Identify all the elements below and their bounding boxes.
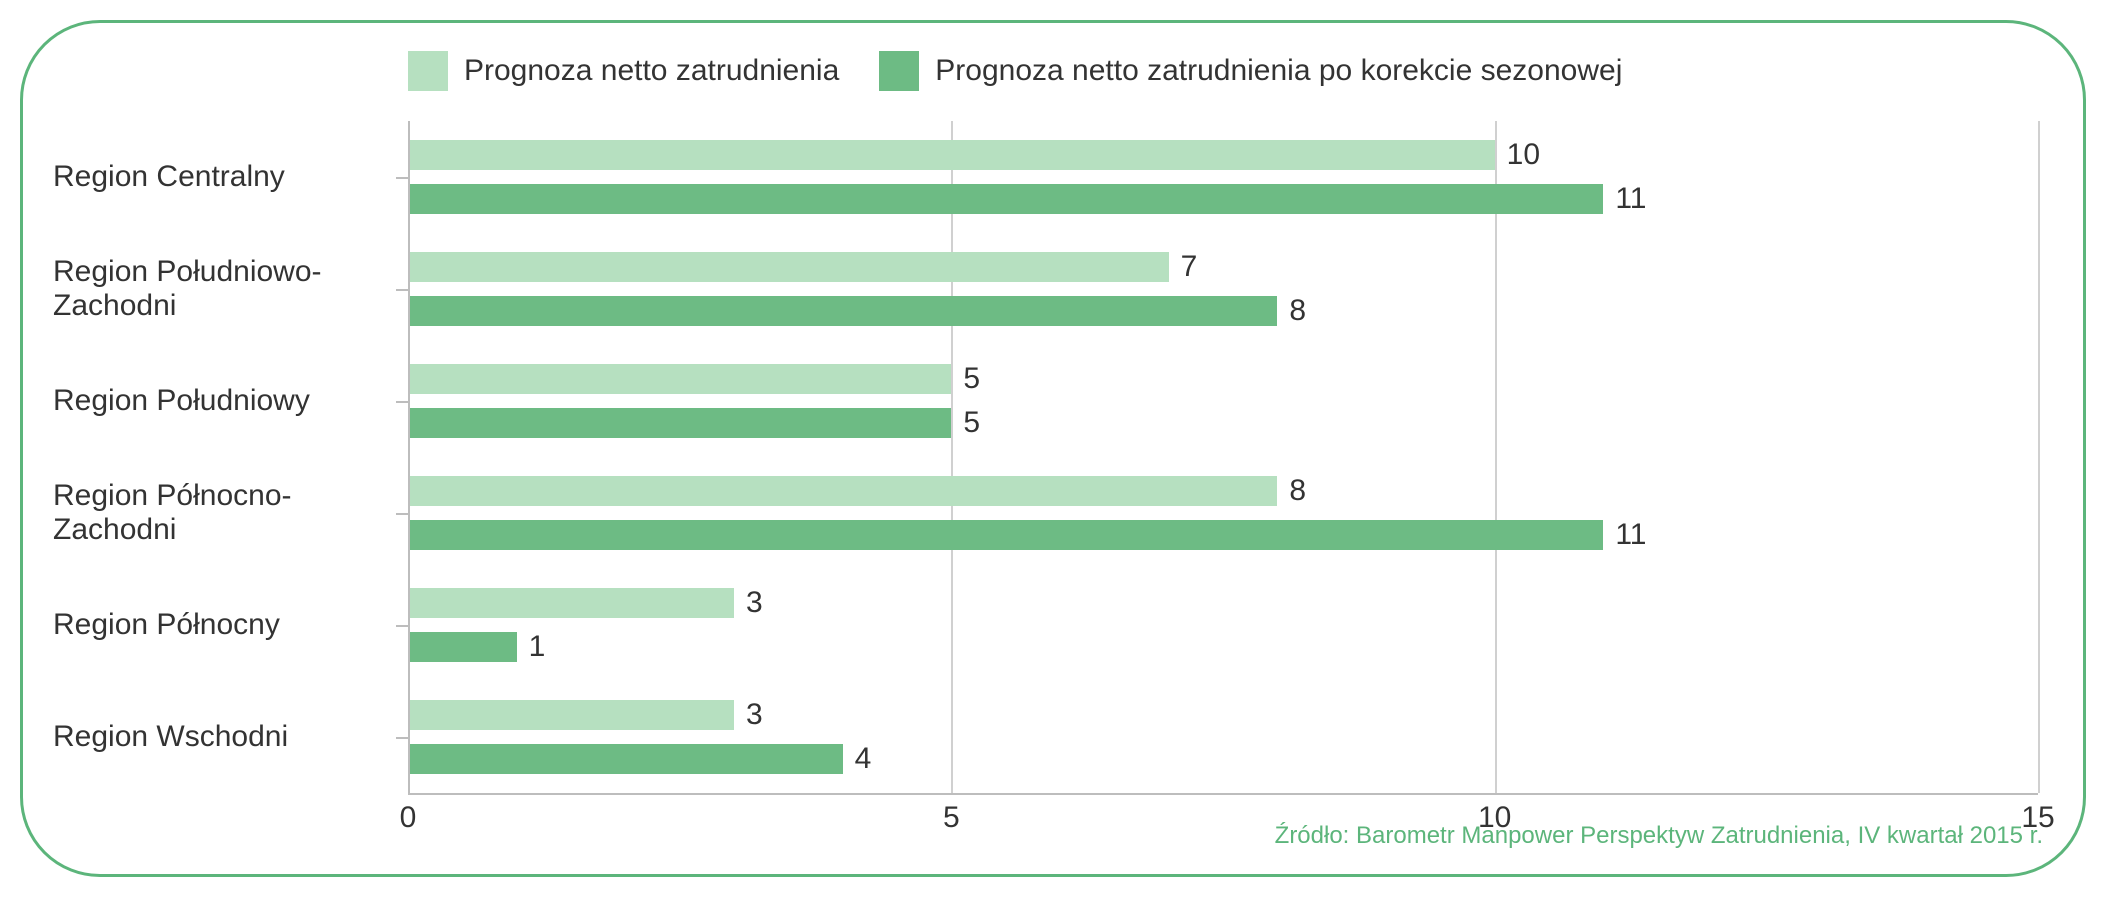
plot-area: 051015101178558113134	[408, 121, 2038, 793]
bar	[410, 588, 734, 618]
bar	[410, 632, 517, 662]
bar-value-label: 8	[1277, 294, 1306, 328]
bar	[410, 184, 1603, 214]
legend-item-1: Prognoza netto zatrudnienia po korekcie …	[879, 51, 1622, 91]
category-label: Region Wschodni	[53, 720, 398, 754]
bar-value-label: 3	[734, 586, 763, 620]
legend-swatch-1	[879, 51, 919, 91]
gridline	[2038, 121, 2040, 793]
bar	[410, 520, 1603, 550]
category-label: Region Północno-Zachodni	[53, 479, 398, 547]
bar-value-label: 1	[517, 630, 546, 664]
bar-value-label: 10	[1495, 138, 1540, 172]
bar	[410, 744, 843, 774]
category-label: Region Centralny	[53, 160, 398, 194]
bar	[410, 252, 1169, 282]
bar	[410, 364, 951, 394]
bar-value-label: 11	[1603, 518, 1646, 552]
category-label: Region Południowy	[53, 384, 398, 418]
y-axis-line	[408, 121, 410, 793]
category-label: Region Północny	[53, 608, 398, 642]
legend-swatch-0	[408, 51, 448, 91]
bar-value-label: 8	[1277, 474, 1306, 508]
x-tick-label: 0	[400, 801, 417, 835]
bar	[410, 140, 1495, 170]
bar-value-label: 5	[951, 406, 980, 440]
bar-value-label: 11	[1603, 182, 1646, 216]
x-tick-label: 5	[943, 801, 960, 835]
x-axis-line	[408, 793, 2038, 795]
bar-value-label: 5	[951, 362, 980, 396]
gridline	[1495, 121, 1497, 793]
bar-value-label: 7	[1169, 250, 1198, 284]
bar	[410, 408, 951, 438]
bar	[410, 700, 734, 730]
legend-label-0: Prognoza netto zatrudnienia	[464, 54, 839, 88]
source-text: Źródło: Barometr Manpower Perspektyw Zat…	[1275, 822, 2043, 850]
bar-value-label: 4	[843, 742, 872, 776]
bar	[410, 476, 1277, 506]
category-label: Region Południowo-Zachodni	[53, 255, 398, 323]
bar-value-label: 3	[734, 698, 763, 732]
gridline	[951, 121, 953, 793]
bar	[410, 296, 1277, 326]
legend-item-0: Prognoza netto zatrudnienia	[408, 51, 839, 91]
chart-frame: Prognoza netto zatrudnienia Prognoza net…	[20, 20, 2086, 877]
legend-label-1: Prognoza netto zatrudnienia po korekcie …	[935, 54, 1622, 88]
legend: Prognoza netto zatrudnienia Prognoza net…	[408, 51, 2043, 91]
